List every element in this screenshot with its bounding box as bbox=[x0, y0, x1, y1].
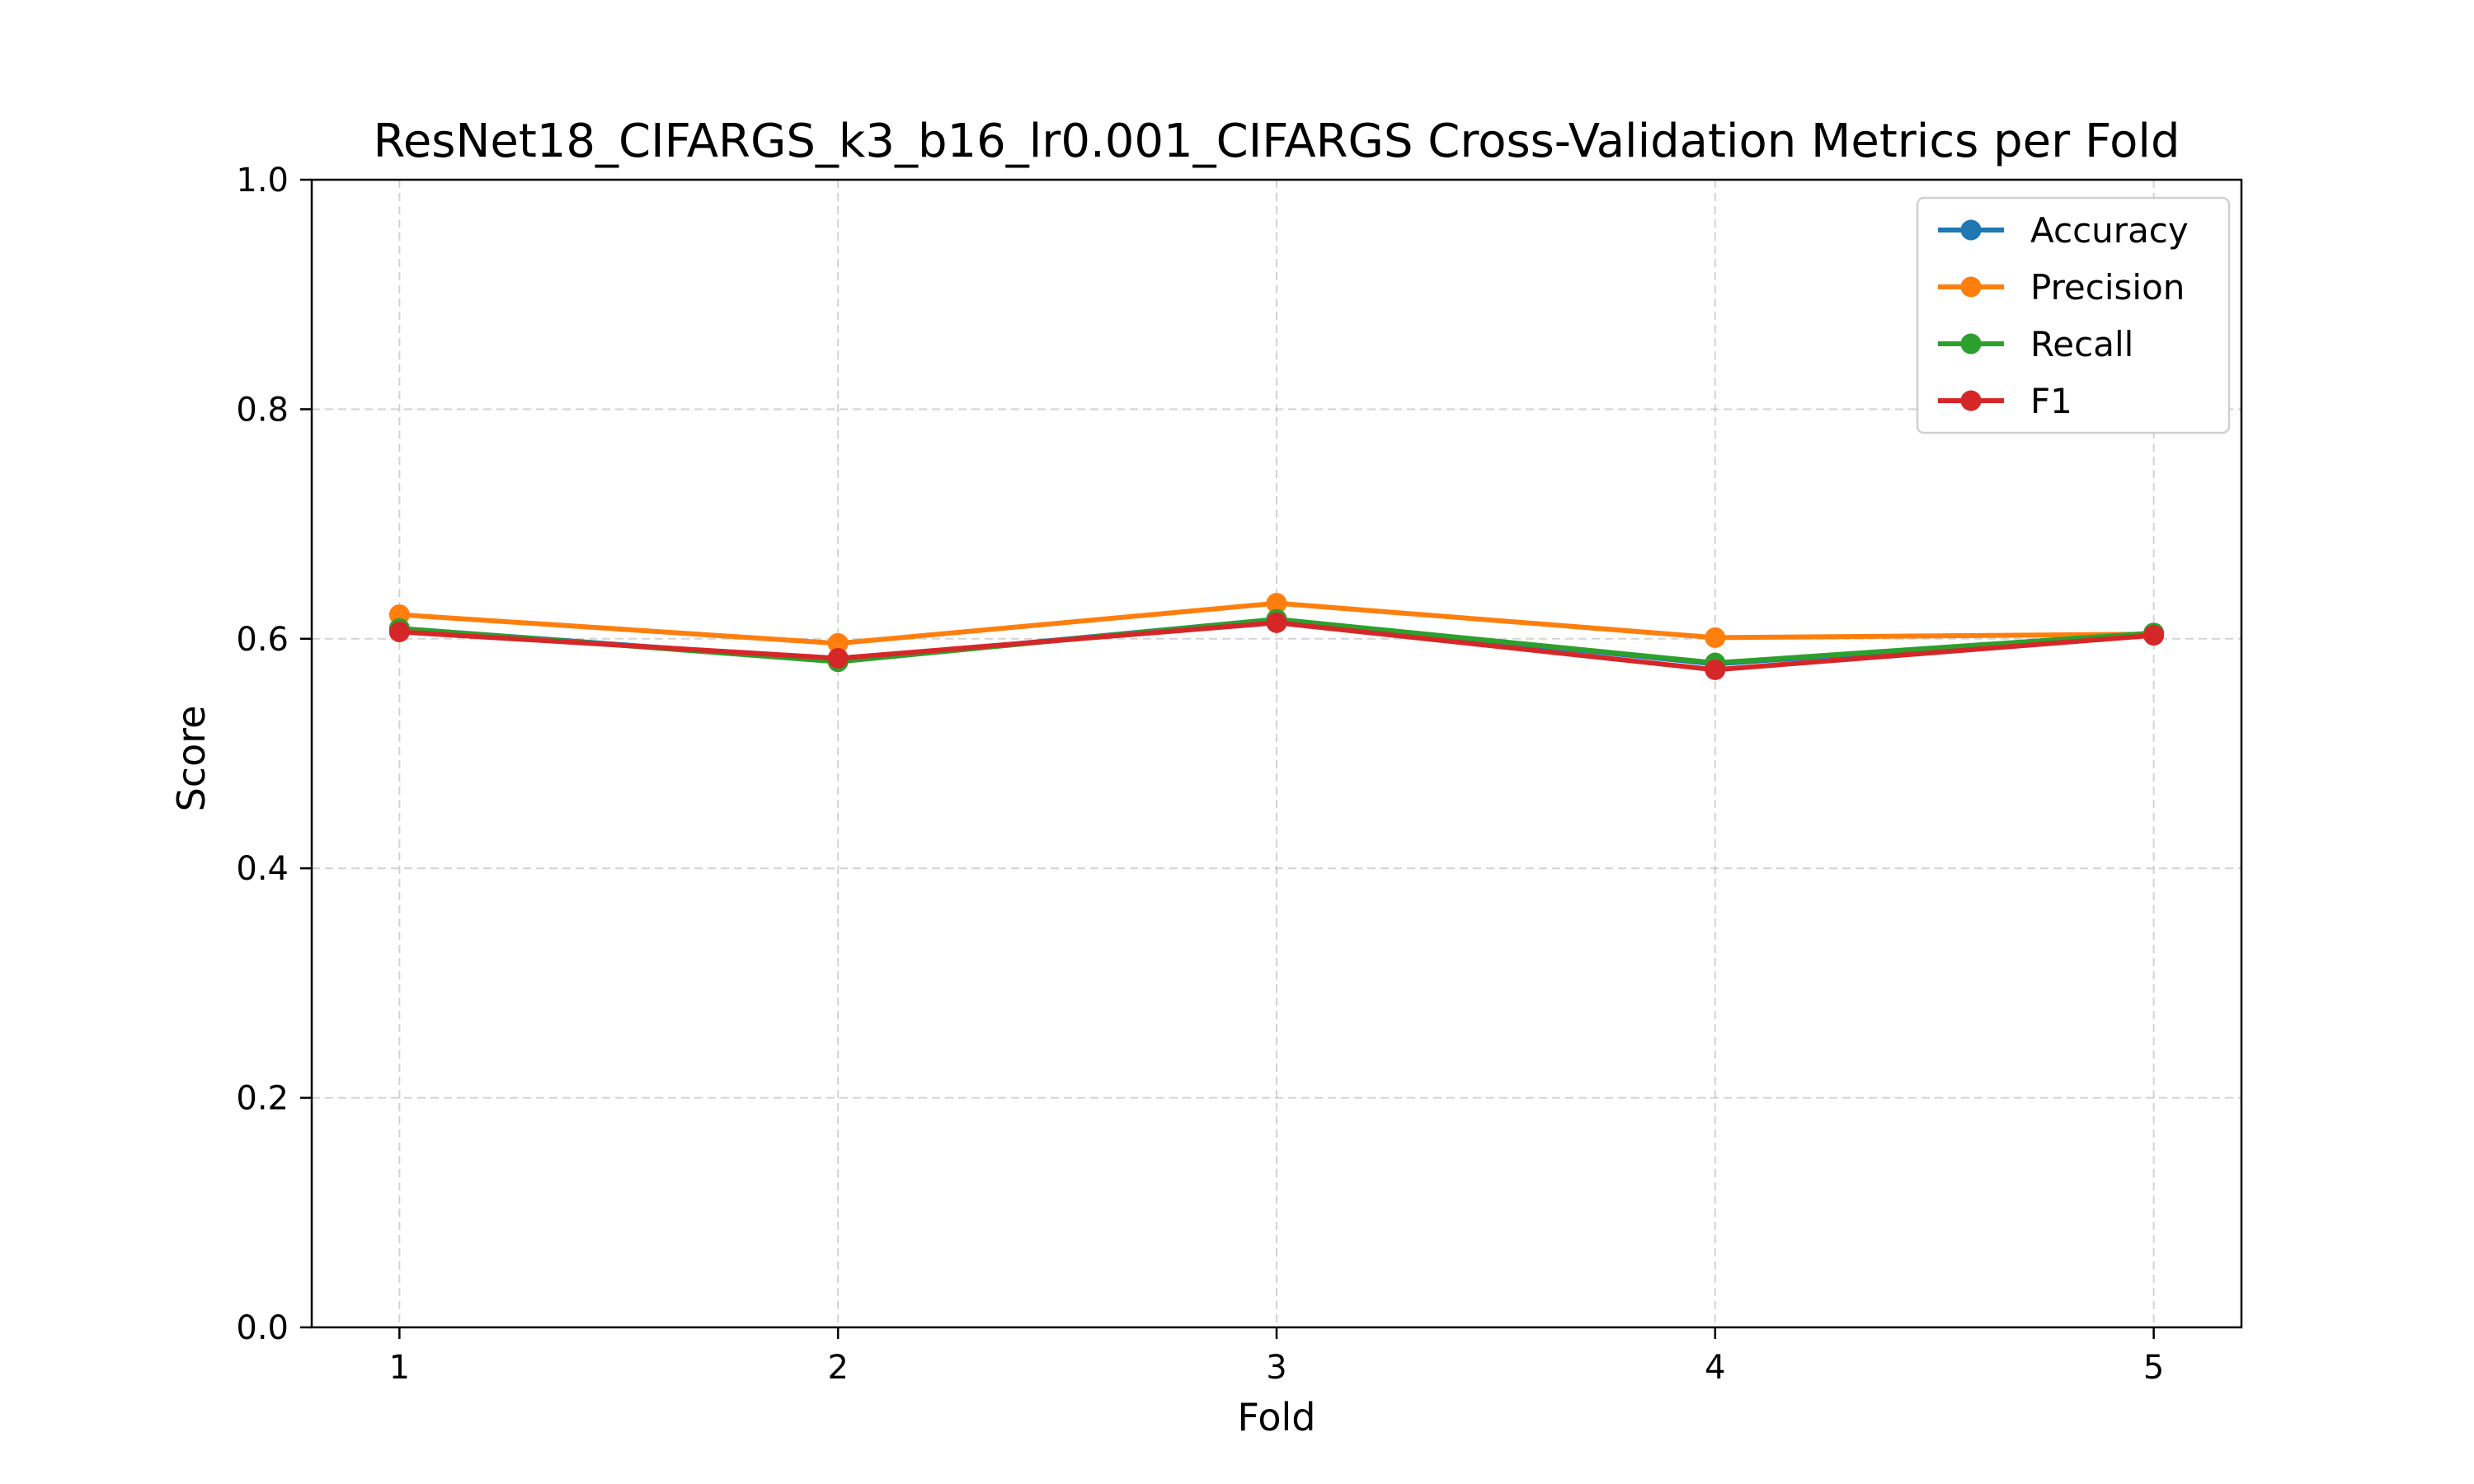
x-tick-label: 1 bbox=[389, 1349, 410, 1387]
x-tick-label: 3 bbox=[1266, 1349, 1286, 1387]
legend-marker-accuracy bbox=[1960, 219, 1982, 241]
data-point-f1 bbox=[1266, 612, 1287, 633]
y-axis-label: Score bbox=[169, 706, 214, 812]
legend-label-f1: F1 bbox=[2030, 381, 2072, 421]
legend-entry-precision: Precision bbox=[1938, 267, 2185, 308]
legend-marker-precision bbox=[1960, 276, 1982, 298]
legend-marker-f1 bbox=[1960, 390, 1982, 411]
y-tick-label: 1.0 bbox=[236, 162, 289, 200]
series-layer bbox=[388, 593, 2165, 680]
legend-box bbox=[1916, 196, 2231, 434]
x-tick-label: 2 bbox=[827, 1349, 848, 1387]
legend-label-accuracy: Accuracy bbox=[2030, 210, 2189, 251]
legend-label-recall: Recall bbox=[2030, 324, 2133, 364]
axis-ticks: 1 2 3 4 5 0.0 0.2 0.4 0.6 0.8 1.0 bbox=[236, 162, 2164, 1387]
legend-marker-recall bbox=[1960, 333, 1982, 355]
legend-entry-f1: F1 bbox=[1938, 381, 2072, 421]
series-f1 bbox=[388, 612, 2165, 680]
x-tick-label: 4 bbox=[1705, 1349, 1725, 1387]
legend-entry-recall: Recall bbox=[1938, 324, 2133, 364]
data-point-f1 bbox=[827, 647, 849, 669]
data-point-precision bbox=[827, 632, 849, 654]
x-axis-label: Fold bbox=[1238, 1395, 1316, 1439]
legend-label-precision: Precision bbox=[2030, 267, 2185, 308]
data-point-f1 bbox=[2143, 625, 2165, 646]
data-point-precision bbox=[1705, 627, 1726, 648]
y-tick-label: 0.6 bbox=[236, 621, 289, 659]
chart-title: ResNet18_CIFARGS_k3_b16_lr0.001_CIFARGS … bbox=[373, 115, 2180, 168]
y-tick-label: 0.4 bbox=[236, 850, 289, 888]
data-point-precision bbox=[1266, 593, 1287, 614]
y-tick-label: 0.8 bbox=[236, 391, 289, 429]
legend-entry-accuracy: Accuracy bbox=[1938, 210, 2189, 251]
y-tick-label: 0.0 bbox=[236, 1309, 289, 1347]
y-tick-label: 0.2 bbox=[236, 1080, 289, 1118]
x-tick-label: 5 bbox=[2143, 1349, 2164, 1387]
data-point-f1 bbox=[388, 621, 410, 642]
data-point-f1 bbox=[1705, 659, 1726, 680]
legend: Accuracy Precision Recall F1 bbox=[1916, 196, 2231, 434]
